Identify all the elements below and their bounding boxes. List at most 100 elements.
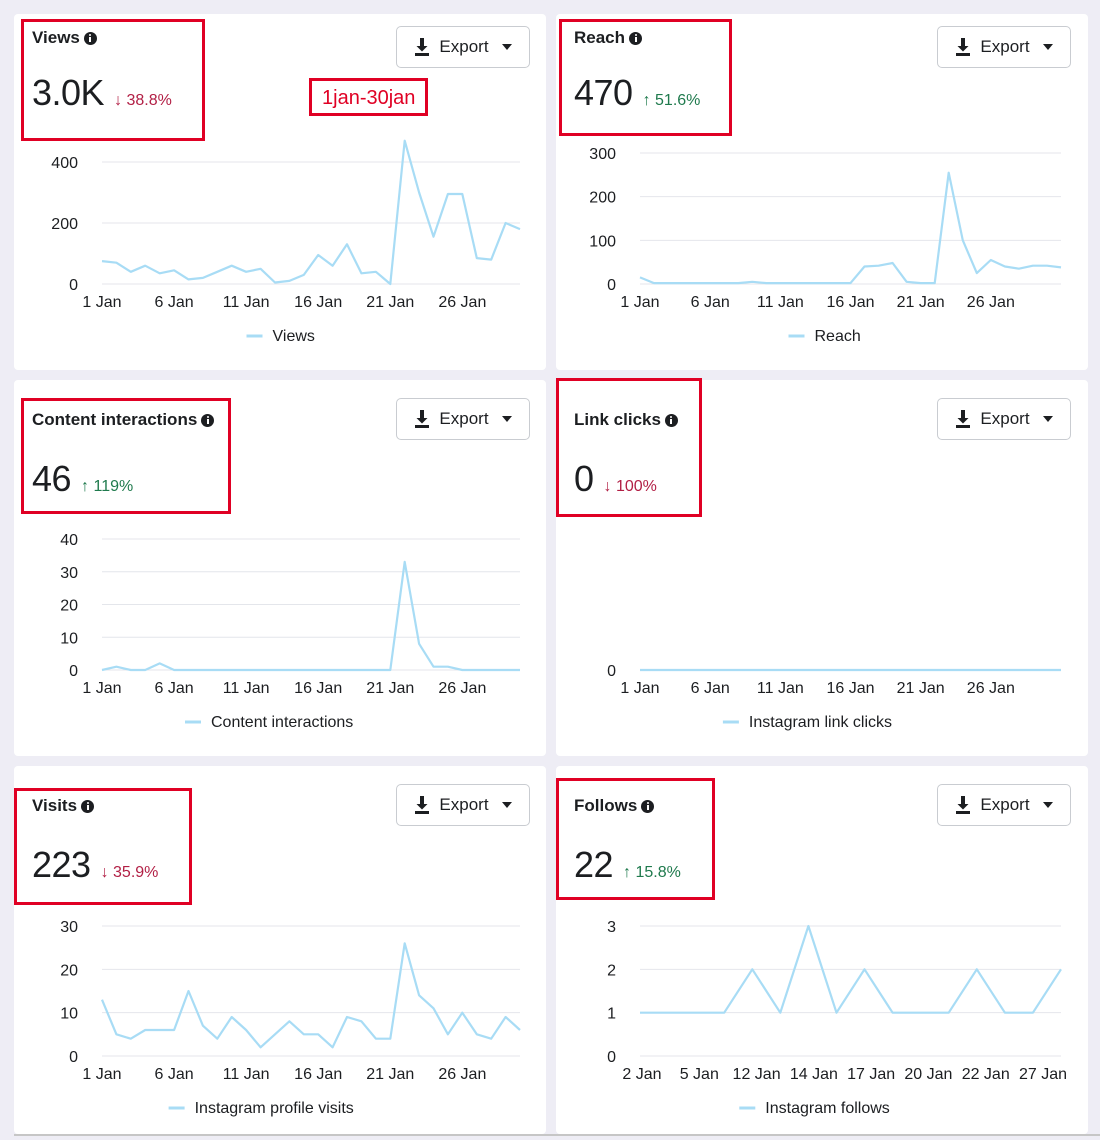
y-tick-label: 0	[69, 277, 78, 294]
export-button[interactable]: Export	[937, 26, 1071, 68]
views-value: 3.0K	[32, 72, 105, 113]
x-tick-label: 20 Jan	[904, 1066, 952, 1083]
x-tick-label: 1 Jan	[620, 294, 659, 311]
x-tick-label: 14 Jan	[790, 1066, 838, 1083]
x-tick-label: 6 Jan	[154, 294, 193, 311]
metric: 22 ↑ 15.8%	[574, 844, 681, 886]
export-button[interactable]: Export	[396, 26, 530, 68]
y-tick-label: 1	[607, 1006, 616, 1023]
legend-label[interactable]: Instagram follows	[765, 1100, 890, 1117]
x-tick-label: 6 Jan	[691, 294, 730, 311]
follows-title: Follows	[574, 796, 638, 815]
info-icon[interactable]	[83, 31, 97, 45]
metric: 470 ↑ 51.6%	[574, 72, 700, 114]
x-tick-label: 21 Jan	[366, 680, 414, 697]
y-tick-label: 0	[69, 663, 78, 680]
link-clicks-change: ↓ 100%	[603, 478, 657, 495]
series-line[interactable]	[639, 171, 1062, 285]
info-icon[interactable]	[641, 799, 655, 813]
x-tick-label: 26 Jan	[967, 294, 1015, 311]
x-tick-label: 27 Jan	[1019, 1066, 1067, 1083]
x-tick-label: 26 Jan	[438, 680, 486, 697]
y-tick-label: 200	[51, 216, 78, 233]
follows-card: Follows 22 ↑ 15.8% Export 0 1 2 3 2 Jan 5 Jan…	[556, 766, 1088, 1134]
export-button[interactable]: Export	[937, 398, 1071, 440]
link-clicks-title: Link clicks	[574, 410, 661, 429]
follows-value: 22	[574, 844, 614, 885]
card-title: Follows	[574, 796, 655, 816]
x-tick-label: 1 Jan	[82, 1066, 121, 1083]
card-title: Content interactions	[32, 410, 215, 430]
y-tick-label: 20	[60, 962, 78, 979]
x-tick-label: 26 Jan	[967, 680, 1015, 697]
info-icon[interactable]	[664, 413, 678, 427]
series-line[interactable]	[101, 560, 520, 672]
x-tick-label: 1 Jan	[82, 294, 121, 311]
export-label: Export	[439, 37, 489, 56]
y-tick-label: 40	[60, 532, 78, 549]
x-tick-label: 16 Jan	[826, 294, 874, 311]
x-tick-label: 6 Jan	[154, 680, 193, 697]
export-button[interactable]: Export	[396, 784, 530, 826]
metric: 223 ↓ 35.9%	[32, 844, 158, 886]
views-title: Views	[32, 28, 80, 47]
x-tick-label: 1 Jan	[82, 680, 121, 697]
x-tick-label: 11 Jan	[223, 294, 270, 311]
legend-label[interactable]: Views	[273, 328, 315, 345]
legend-label[interactable]: Reach	[815, 328, 861, 345]
views-change: ↓ 38.8%	[114, 92, 172, 109]
card-title: Reach	[574, 28, 643, 48]
views-card: Views 3.0K ↓ 38.8% Export 0 200 400 1 Jan 6 …	[14, 14, 546, 370]
y-tick-label: 0	[607, 277, 616, 294]
visits-chart: 0 10 20 30 1 Jan 6 Jan 11 Jan 16 Jan 21 Jan 26 Ja…	[60, 919, 521, 1117]
y-tick-label: 0	[69, 1049, 78, 1066]
x-tick-label: 6 Jan	[691, 680, 730, 697]
export-label: Export	[980, 795, 1030, 814]
visits-card: Visits 223 ↓ 35.9% Export 0 10 20 30 1 Jan 6 …	[14, 766, 546, 1134]
legend-label[interactable]: Instagram link clicks	[749, 714, 892, 731]
metric: 0 ↓ 100%	[574, 458, 657, 500]
series-line[interactable]	[640, 924, 1062, 1014]
content-interactions-change: ↑ 119%	[81, 478, 134, 495]
y-tick-label: 400	[51, 155, 78, 172]
x-tick-label: 11 Jan	[757, 294, 804, 311]
download-icon	[956, 796, 971, 814]
download-icon	[415, 410, 430, 428]
x-tick-label: 11 Jan	[223, 1066, 270, 1083]
x-tick-label: 16 Jan	[294, 294, 342, 311]
export-button[interactable]: Export	[396, 398, 530, 440]
y-tick-label: 20	[60, 598, 78, 615]
info-icon[interactable]	[201, 413, 215, 427]
export-button[interactable]: Export	[937, 784, 1071, 826]
reach-value: 470	[574, 72, 633, 113]
x-tick-label: 21 Jan	[366, 294, 414, 311]
x-tick-label: 22 Jan	[962, 1066, 1010, 1083]
visits-change: ↓ 35.9%	[100, 864, 159, 881]
chevron-down-icon	[1042, 416, 1053, 422]
y-tick-label: 10	[60, 1006, 78, 1023]
export-label: Export	[439, 795, 489, 814]
export-label: Export	[439, 409, 489, 428]
info-icon[interactable]	[629, 31, 643, 45]
legend-label[interactable]: Content interactions	[211, 714, 353, 731]
visits-title: Visits	[32, 796, 78, 815]
series-line[interactable]	[100, 942, 521, 1049]
page-divider	[14, 1134, 1100, 1136]
follows-change: ↑ 15.8%	[623, 864, 681, 881]
chevron-down-icon	[1042, 802, 1053, 808]
x-tick-label: 11 Jan	[223, 680, 270, 697]
series-line[interactable]	[101, 139, 521, 286]
views-chart: 0 200 400 1 Jan 6 Jan 11 Jan 16 Jan 21 Jan 26 Ja…	[51, 139, 521, 345]
x-tick-label: 17 Jan	[847, 1066, 895, 1083]
card-title: Link clicks	[574, 410, 678, 430]
card-title: Visits	[32, 796, 95, 816]
y-tick-label: 0	[607, 663, 616, 680]
x-tick-label: 21 Jan	[897, 294, 945, 311]
legend-label[interactable]: Instagram profile visits	[195, 1100, 354, 1117]
info-icon[interactable]	[81, 799, 95, 813]
x-tick-label: 21 Jan	[366, 1066, 414, 1083]
link-clicks-value: 0	[574, 458, 594, 499]
x-tick-label: 21 Jan	[897, 680, 945, 697]
content-interactions-chart: 0 10 20 30 40 1 Jan 6 Jan 11 Jan 16 Jan 21 Jan 26 …	[60, 532, 520, 731]
